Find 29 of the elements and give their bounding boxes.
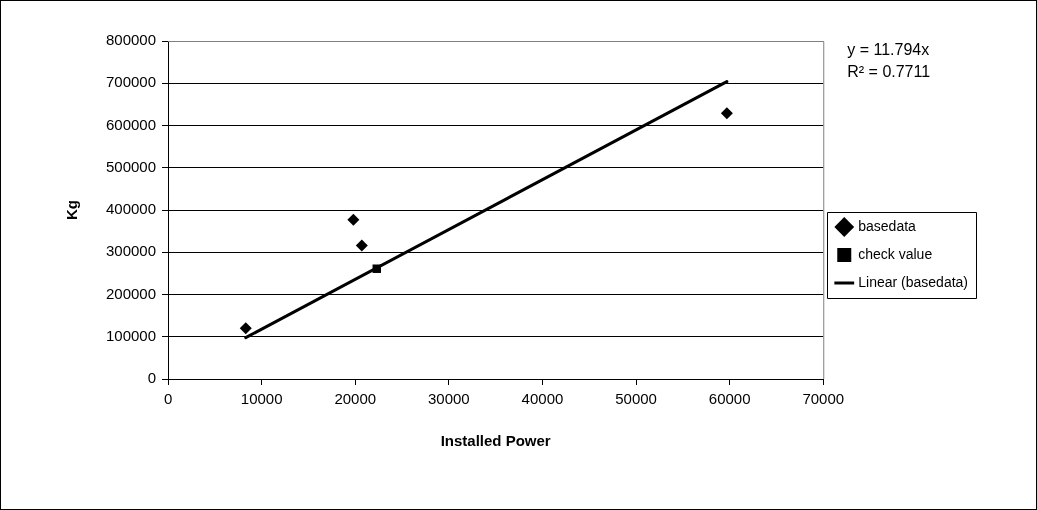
y-tick-label: 200000 (105, 284, 157, 302)
text: R² = 0.7711 (847, 63, 931, 81)
x-tick-label: 30000 (428, 390, 470, 408)
y-tick-label: 700000 (105, 73, 157, 91)
x-axis-title: Installed Power (440, 432, 551, 450)
text: y = 11.794x (847, 41, 930, 59)
point (239, 322, 252, 335)
x-tick-label: 0 (163, 390, 173, 408)
y-axis-title: Kg (63, 200, 81, 220)
y-tick-label: 300000 (105, 242, 157, 260)
x-tick-label: 60000 (708, 390, 751, 408)
x-tick-label: 20000 (334, 390, 377, 408)
x-tick-label: 40000 (521, 390, 564, 408)
point (372, 264, 382, 273)
y-tick-label: 100000 (105, 326, 157, 344)
legend-label: check value (858, 245, 933, 262)
y-tick-label: 0 (147, 369, 157, 387)
y-tick-label: 600000 (105, 115, 157, 133)
point (355, 239, 368, 252)
y-tick-label: 400000 (105, 200, 157, 218)
legend-label: Linear (basedata) (858, 273, 969, 290)
point (347, 213, 360, 226)
y-tick-label: 500000 (105, 157, 157, 175)
x-tick-label: 70000 (802, 390, 845, 408)
legend-label: basedata (858, 217, 917, 234)
x-tick-label: 10000 (240, 390, 283, 408)
point (720, 107, 733, 120)
x-tick-label: 50000 (615, 390, 657, 408)
y-tick-label: 800000 (105, 31, 157, 49)
